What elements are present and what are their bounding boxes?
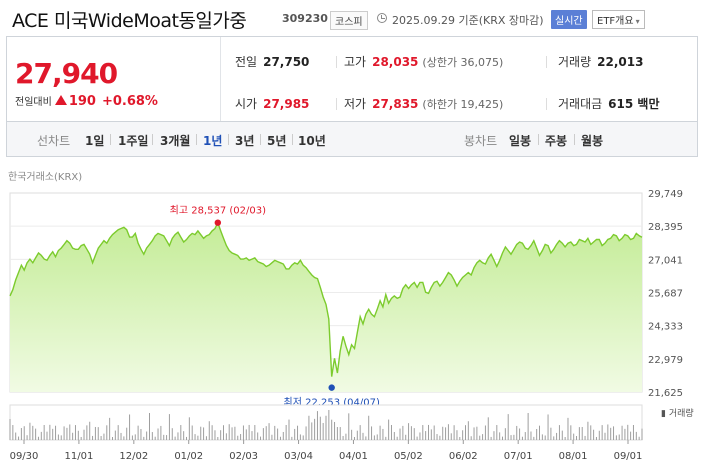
x-tick-label: 11/01 <box>64 451 93 462</box>
stat-separator <box>546 98 547 110</box>
period-1w[interactable]: 1주일 <box>118 134 149 148</box>
stock-header: ACE 미국WideMoat동일가중 309230 코스피 2025.09.29… <box>0 0 704 36</box>
x-tick-label: 07/01 <box>504 451 533 462</box>
candle-monthly[interactable]: 월봉 <box>581 134 604 148</box>
toolbar-separator <box>196 134 197 145</box>
line-chart-label[interactable]: 선차트 <box>37 134 71 148</box>
as-of-date: 2025.09.29 기준(KRX 장마감) <box>392 14 544 27</box>
change-label: 전일대비 <box>15 97 52 108</box>
period-10y[interactable]: 10년 <box>298 134 326 148</box>
stat-prev: 전일 27,750 <box>235 53 309 70</box>
x-tick-label: 02/03 <box>229 451 258 462</box>
high-marker <box>214 219 222 226</box>
x-tick-label: 09/30 <box>10 451 39 462</box>
caret-down-icon: ▾ <box>635 17 640 26</box>
stat-open: 시가 27,985 <box>235 95 309 112</box>
data-source-label: 한국거래소(KRX) <box>8 172 83 183</box>
y-tick-label: 28,395 <box>648 222 683 233</box>
volume-legend-label: 거래량 <box>668 409 694 419</box>
toolbar-separator <box>260 134 261 145</box>
toolbar-separator <box>152 134 153 145</box>
up-triangle-icon <box>54 95 67 105</box>
period-5y[interactable]: 5년 <box>267 134 287 148</box>
x-tick-label: 04/01 <box>339 451 368 462</box>
chart-period-toolbar: 선차트 1일 1주일 3개월 1년 3년 5년 10년 봉차트 일봉 주봉 월봉 <box>6 122 698 157</box>
etf-overview-dropdown[interactable]: ETF개요 ▾ <box>592 10 645 29</box>
stat-value: 615 백만 <box>608 97 660 111</box>
stat-label: 시가 <box>235 97 258 111</box>
stat-volume: 거래량 22,013 <box>558 53 643 70</box>
period-3y[interactable]: 3년 <box>235 134 255 148</box>
stat-value: 27,835 <box>372 97 419 111</box>
x-tick-label: 12/02 <box>119 451 148 462</box>
x-tick-label: 01/02 <box>174 451 203 462</box>
stat-value: 27,985 <box>263 97 310 111</box>
price-chart[interactable]: 29,749 28,395 27,041 25,687 24,333 22,979 21,6… <box>0 180 704 469</box>
stat-value: 27,750 <box>263 55 310 69</box>
stat-label: 전일 <box>235 55 258 69</box>
period-1y[interactable]: 1년 <box>203 134 223 148</box>
toolbar-separator <box>292 134 293 145</box>
stat-label: 거래대금 <box>558 97 603 111</box>
period-3m[interactable]: 3개월 <box>160 134 191 148</box>
clock-icon <box>377 13 387 23</box>
market-badge: 코스피 <box>330 11 368 30</box>
realtime-button[interactable]: 실시간 <box>551 10 587 29</box>
x-tick-label: 03/04 <box>284 451 313 462</box>
stat-label: 고가 <box>344 55 367 69</box>
y-tick-label: 21,625 <box>648 388 683 399</box>
toolbar-separator <box>538 134 539 145</box>
period-1d[interactable]: 1일 <box>85 134 105 148</box>
toolbar-separator <box>110 134 111 145</box>
stat-value: 28,035 <box>372 55 419 69</box>
x-tick-label: 08/01 <box>559 451 588 462</box>
volume-legend: ▮ 거래량 <box>661 409 694 419</box>
etf-overview-label: ETF개요 <box>597 16 634 27</box>
candle-weekly[interactable]: 주봉 <box>545 134 568 148</box>
upper-limit: (상한가 36,075) <box>422 56 504 69</box>
stock-code: 309230 <box>282 12 328 25</box>
y-tick-label: 24,333 <box>648 322 683 333</box>
x-tick-label: 06/02 <box>449 451 478 462</box>
y-tick-label: 27,041 <box>648 255 683 266</box>
stat-separator <box>336 56 337 68</box>
price-summary: 27,940 전일대비 190 +0.68% 전일 27,750 고가 28,035 (상… <box>6 36 698 122</box>
summary-divider <box>220 37 221 121</box>
stock-name: ACE 미국WideMoat동일가중 <box>12 10 247 32</box>
stat-label: 거래량 <box>558 55 592 69</box>
stat-separator <box>336 98 337 110</box>
high-label: 최고 28,537 (02/03) <box>170 205 266 217</box>
stat-amount: 거래대금 615 백만 <box>558 95 659 112</box>
toolbar-separator <box>574 134 575 145</box>
stat-value: 22,013 <box>597 55 644 69</box>
y-tick-label: 29,749 <box>648 189 683 200</box>
candle-daily[interactable]: 일봉 <box>509 134 532 148</box>
toolbar-separator <box>228 134 229 145</box>
current-price: 27,940 <box>15 57 118 90</box>
low-marker <box>328 384 335 391</box>
y-tick-label: 22,979 <box>648 355 683 366</box>
stat-low: 저가 27,835 (하한가 19,425) <box>344 95 503 112</box>
lower-limit: (하한가 19,425) <box>422 98 504 111</box>
x-tick-label: 05/02 <box>394 451 423 462</box>
change-percent: +0.68% <box>101 94 158 109</box>
x-tick-label: 09/01 <box>614 451 643 462</box>
stat-high: 고가 28,035 (상한가 36,075) <box>344 53 503 70</box>
price-change: 전일대비 190 +0.68% <box>15 93 158 109</box>
stat-separator <box>546 56 547 68</box>
candle-chart-label[interactable]: 봉차트 <box>464 134 498 148</box>
y-tick-label: 25,687 <box>648 289 683 300</box>
change-value: 190 <box>68 94 96 109</box>
stat-label: 저가 <box>344 97 367 111</box>
price-line <box>9 220 643 377</box>
